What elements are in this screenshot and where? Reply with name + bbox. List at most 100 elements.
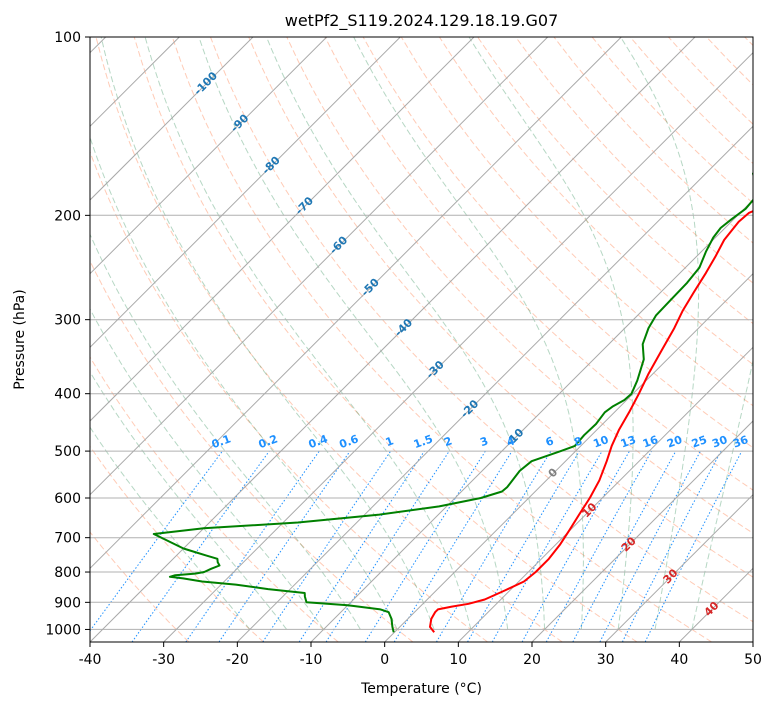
sounding-profiles xyxy=(152,171,753,633)
mixing-ratio-label: 4 xyxy=(505,434,517,449)
x-axis: -40 -30 -20 -10 0 10 20 30 40 50 xyxy=(79,642,762,668)
isotherm xyxy=(310,199,753,642)
mixing-ratio-line xyxy=(393,450,513,642)
mixing-ratio-label: 36 xyxy=(731,433,750,451)
moist-adiabat xyxy=(90,135,398,630)
isotherm xyxy=(384,272,753,642)
chart-title: wetPf2_S119.2024.129.18.19.G07 xyxy=(285,11,559,31)
plot-frame xyxy=(89,36,754,643)
mixing-ratio-line xyxy=(621,450,722,642)
mixing-ratio-label: 1 xyxy=(384,434,396,449)
x-tick-label: 30 xyxy=(597,652,615,668)
x-tick-label: 50 xyxy=(744,652,762,668)
mixing-ratio-line xyxy=(185,450,320,642)
x-tick-label: 10 xyxy=(449,652,467,668)
dry-adiabat xyxy=(90,531,190,642)
mixing-ratio-line xyxy=(572,450,677,642)
moist-adiabat xyxy=(691,358,753,630)
dry-adiabat xyxy=(210,37,753,623)
y-axis: 100 200 300 400 500 600 700 800 900 1000 xyxy=(45,30,90,638)
mixing-ratio-label: 13 xyxy=(619,433,638,450)
moist-adiabat xyxy=(266,37,546,630)
isotherm xyxy=(163,51,753,642)
mixing-ratio-line xyxy=(131,450,270,642)
mixing-ratio-line xyxy=(325,450,450,642)
isotherm xyxy=(457,346,753,642)
x-tick-label: 20 xyxy=(523,652,541,668)
dry-adiabat xyxy=(515,37,753,284)
x-tick-label: -20 xyxy=(226,652,249,668)
isotherm xyxy=(90,37,696,642)
mixing-ratio-label: 10 xyxy=(591,433,610,451)
mixing-ratio-label: 25 xyxy=(690,433,709,450)
x-axis-label: Temperature (°C) xyxy=(360,681,482,697)
isotherm xyxy=(236,125,753,642)
mixing-ratio-label: 30 xyxy=(710,433,729,451)
y-tick-label: 100 xyxy=(54,30,81,46)
mixing-ratio-line xyxy=(298,450,425,642)
background-lines xyxy=(90,37,753,642)
dewpoint-line xyxy=(152,171,753,633)
mixing-ratio-label: 8 xyxy=(572,434,584,449)
mixing-ratio-line xyxy=(90,450,223,632)
x-tick-label: -10 xyxy=(300,652,323,668)
mixing-ratio-line xyxy=(364,450,486,642)
x-tick-label: -30 xyxy=(152,652,175,668)
dry-adiabat xyxy=(438,37,753,366)
isotherm xyxy=(90,37,401,349)
y-axis-label: Pressure (hPa) xyxy=(12,289,28,389)
mixing-ratio-line xyxy=(599,450,701,642)
mixing-ratio-label: 2 xyxy=(442,434,454,449)
isotherm xyxy=(90,37,549,496)
isotherm xyxy=(90,37,622,570)
mixing-ratio-label: 0.1 xyxy=(210,432,233,451)
dry-adiabat xyxy=(90,150,488,642)
x-tick-label: 0 xyxy=(380,652,389,668)
isotherm xyxy=(90,37,254,201)
mixing-ratio-line xyxy=(262,450,392,642)
moist-adiabat xyxy=(468,37,634,630)
mixing-ratio-label: 0.4 xyxy=(307,432,330,451)
y-tick-label: 600 xyxy=(54,491,81,507)
moist-adiabat xyxy=(620,37,700,630)
moist-adiabat xyxy=(198,37,509,630)
moist-adiabat xyxy=(90,426,251,630)
dry-adiabat xyxy=(133,37,638,642)
mixing-ratio-line xyxy=(545,450,653,642)
dry-adiabat xyxy=(400,37,753,407)
temperature-line xyxy=(429,210,753,633)
moist-adiabat xyxy=(100,37,435,630)
mixing-ratio-label: 16 xyxy=(641,433,660,451)
y-tick-label: 1000 xyxy=(45,622,81,638)
mixing-ratio-label: 20 xyxy=(665,433,684,451)
mixing-ratio-label: 0.2 xyxy=(257,432,280,451)
isotherm xyxy=(531,420,753,642)
dry-adiabat xyxy=(171,37,712,642)
y-tick-label: 200 xyxy=(54,208,81,224)
mixing-ratio-line xyxy=(435,450,552,642)
y-tick-label: 300 xyxy=(54,313,81,329)
y-tick-label: 500 xyxy=(54,444,81,460)
mixing-ratio-label: 3 xyxy=(478,434,490,449)
dry-adiabat xyxy=(248,37,753,578)
y-tick-label: 900 xyxy=(54,595,81,611)
moist-adiabat xyxy=(90,370,288,630)
isotherm xyxy=(605,493,753,642)
dry-adiabat xyxy=(90,445,264,642)
x-tick-label: 40 xyxy=(670,652,688,668)
moist-adiabat xyxy=(353,37,584,630)
mixing-ratio-label: 1.5 xyxy=(412,432,435,451)
mixing-ratio-line xyxy=(218,450,351,642)
mixing-ratio-line xyxy=(644,450,743,642)
y-tick-label: 800 xyxy=(54,565,81,581)
mixing-ratio-line xyxy=(521,450,630,642)
moist-adiabat xyxy=(90,233,361,630)
dry-adiabat xyxy=(95,37,563,642)
x-tick-label: -40 xyxy=(79,652,102,668)
y-tick-label: 400 xyxy=(54,387,81,403)
mixing-ratio-label: 0.6 xyxy=(338,432,361,451)
mixing-ratio-label: 6 xyxy=(544,434,556,449)
isotherm xyxy=(90,37,475,422)
